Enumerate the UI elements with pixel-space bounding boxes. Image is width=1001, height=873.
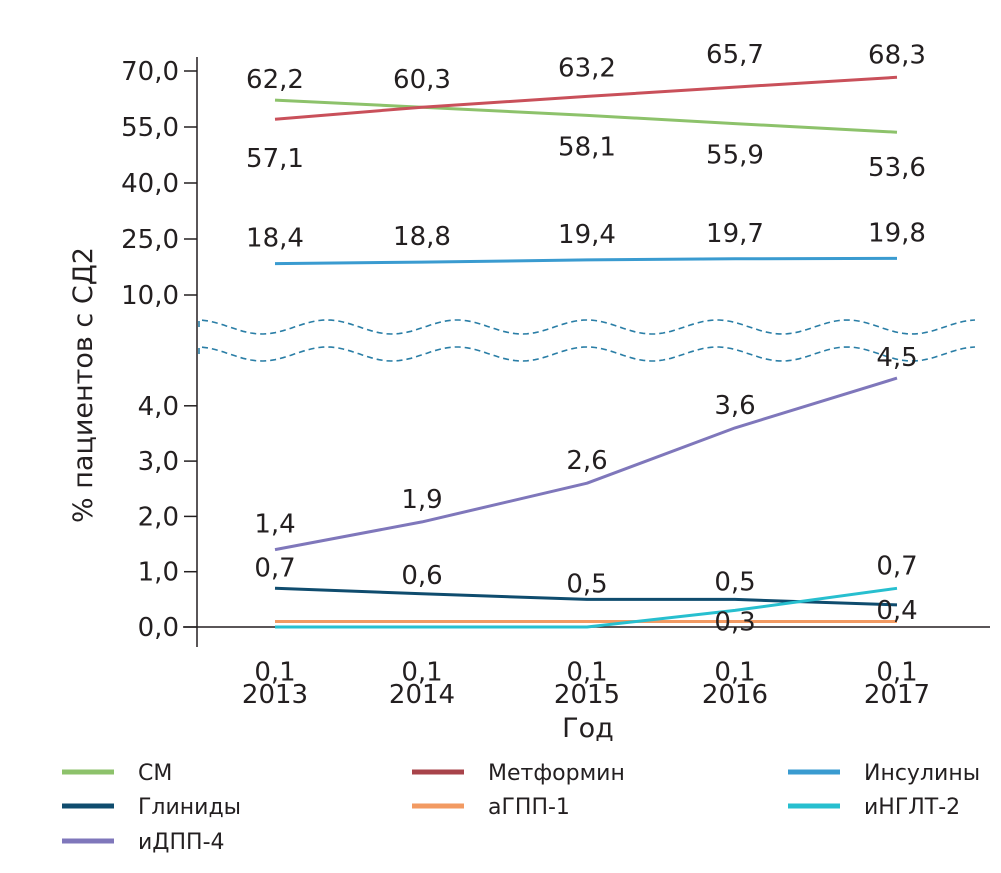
data-label: 1,4 (254, 510, 295, 540)
legend-item: иНГЛТ-2 (788, 795, 960, 820)
data-label: 0,1 (254, 657, 295, 687)
legend-item: иДПП-4 (62, 830, 225, 855)
series-lines (274, 75, 898, 629)
data-label: 18,4 (246, 224, 304, 254)
y-tick-label: 1,0 (138, 558, 179, 588)
series-line-Глиниды (274, 586, 898, 607)
data-label: 18,8 (393, 222, 451, 252)
series-line-иДПП-4 (274, 376, 898, 552)
data-label: 68,3 (868, 40, 926, 70)
data-label: 65,7 (706, 40, 764, 70)
data-label: 1,9 (401, 485, 442, 515)
legend-item: аГПП-1 (412, 795, 570, 820)
y-tick-label: 10,0 (121, 281, 179, 311)
data-label: 19,8 (868, 218, 926, 248)
data-label: 0,7 (254, 553, 295, 583)
data-label: 0,5 (714, 567, 755, 597)
y-tick-label: 4,0 (138, 392, 179, 422)
data-label: 0,1 (876, 657, 917, 687)
legend-label: иДПП-4 (138, 830, 225, 855)
y-tick-label: 3,0 (138, 447, 179, 477)
data-label: 3,6 (714, 391, 755, 421)
y-tick-label: 55,0 (121, 113, 179, 143)
data-label: 0,5 (566, 569, 607, 599)
data-label: 0,3 (714, 607, 755, 637)
legend-label: аГПП-1 (488, 795, 570, 820)
data-label: 4,5 (876, 343, 917, 373)
data-label: 19,7 (706, 219, 764, 249)
axis-break-line (198, 346, 976, 362)
data-label: 0,4 (876, 596, 917, 626)
data-label: 2,6 (566, 446, 607, 476)
y-tick-label: 0,0 (138, 613, 179, 643)
y-axis-title: % пациентов с СД2 (68, 247, 99, 523)
legend-label: Инсулины (864, 761, 980, 786)
data-label: 57,1 (246, 144, 304, 174)
legend-label: СМ (138, 761, 172, 786)
legend-label: Метформин (488, 761, 625, 786)
y-tick-label: 40,0 (121, 169, 179, 199)
data-labels: 62,2 58,1 55,9 53,6 57,1 60,3 63,2 65,7 68,3 18,4… (246, 40, 926, 687)
series-line-СМ (274, 98, 898, 134)
data-label: 19,4 (558, 220, 616, 250)
legend-item: Глиниды (62, 795, 241, 820)
y-ticks: 70,0 55,0 40,0 25,0 10,0 4,0 3,0 2,0 1,0 0,0 (121, 57, 197, 643)
data-label: 62,2 (246, 65, 304, 95)
series-line-иНГЛТ-2 (275, 586, 898, 629)
legend-item: СМ (62, 761, 172, 786)
axis-break-line (198, 319, 976, 335)
axis-break-marker (198, 319, 976, 362)
data-label: 0,1 (714, 657, 755, 687)
y-tick-label: 70,0 (121, 57, 179, 87)
legend-item: Инсулины (788, 761, 980, 786)
data-label: 58,1 (558, 132, 616, 162)
x-tick-label: 2017 (864, 680, 930, 710)
data-label: 63,2 (558, 53, 616, 83)
y-tick-label: 2,0 (138, 502, 179, 532)
x-tick-label: 2015 (554, 680, 620, 710)
x-tick-label: 2016 (702, 680, 768, 710)
series-line-Инсулины (274, 256, 898, 266)
series-line-Метформин (274, 75, 898, 121)
legend: СМ Метформин Инсулины Глиниды аГПП-1 иНГЛТ-2 и… (62, 761, 980, 855)
x-tick-label: 2013 (242, 680, 308, 710)
x-tick-label: 2014 (389, 680, 455, 710)
data-label: 0,7 (876, 551, 917, 581)
legend-item: Метформин (412, 761, 625, 786)
legend-label: иНГЛТ-2 (864, 795, 960, 820)
data-label: 55,9 (706, 141, 764, 171)
data-label: 60,3 (393, 65, 451, 95)
data-label: 0,1 (401, 657, 442, 687)
x-ticks: 2013 2014 2015 2016 2017 (242, 680, 930, 710)
y-tick-label: 25,0 (121, 225, 179, 255)
legend-label: Глиниды (138, 795, 241, 820)
data-label: 0,1 (566, 657, 607, 687)
data-label: 53,6 (868, 153, 926, 183)
data-label: 0,6 (401, 561, 442, 591)
x-axis-title: Год (562, 713, 614, 744)
